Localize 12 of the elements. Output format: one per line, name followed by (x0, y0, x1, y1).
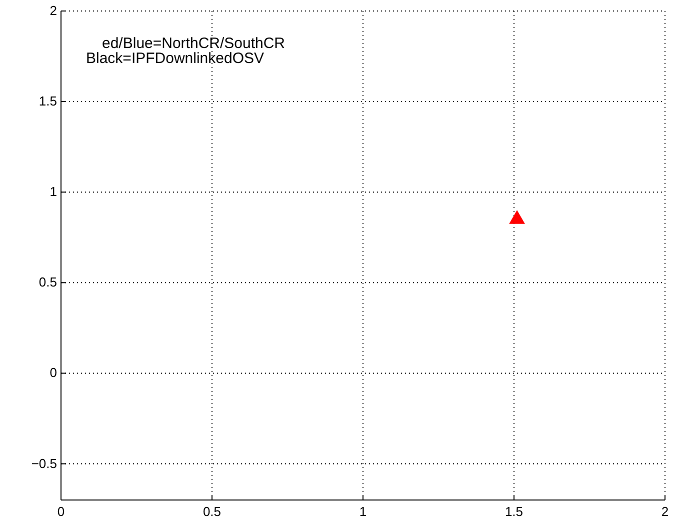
annotation: ed/Blue=NorthCR/SouthCR (102, 35, 286, 52)
y-tick-label: 2 (50, 3, 57, 18)
y-tick-label: 1.5 (38, 94, 57, 109)
x-tick-label: 2 (661, 504, 669, 519)
y-tick-label: 0 (50, 365, 57, 380)
x-tick-label: 1.5 (504, 504, 524, 519)
annotation: Black=IPFDownlinkedOSV (86, 50, 264, 67)
y-tick-label: −0.5 (31, 456, 57, 471)
x-tick-label: 1 (359, 504, 367, 519)
x-tick-label: 0.5 (202, 504, 222, 519)
y-tick-label: 1 (50, 184, 57, 200)
y-tick-label: 0.5 (38, 274, 57, 290)
